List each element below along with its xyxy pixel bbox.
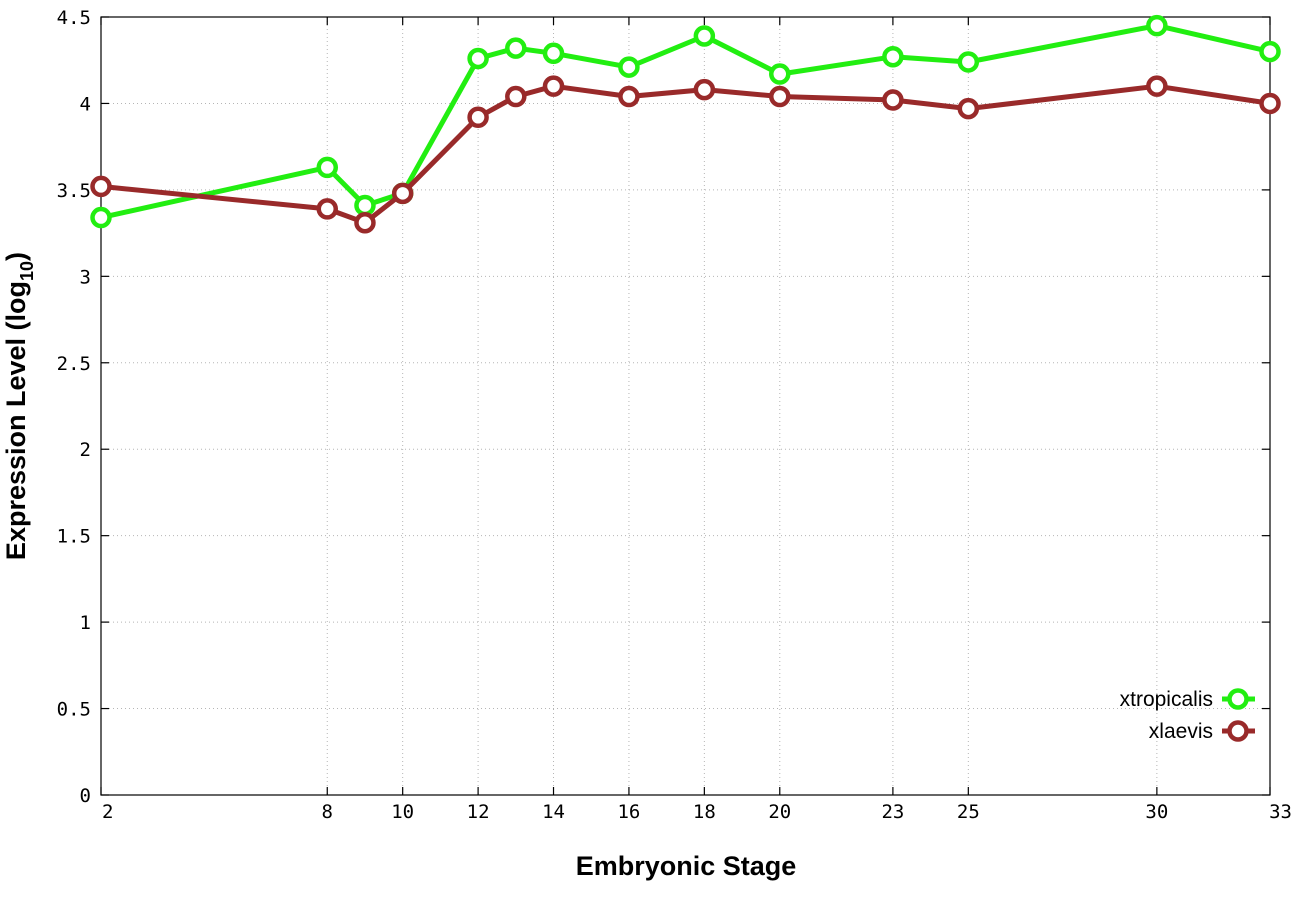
y-axis-title-main: Expression Level (log — [1, 281, 31, 560]
x-tick-label: 14 — [542, 801, 565, 823]
data-point-xlaevis — [1259, 92, 1281, 115]
y-tick-label: 2.5 — [57, 353, 91, 375]
x-tick-label: 10 — [391, 801, 414, 823]
data-point-xtropicalis — [542, 42, 565, 65]
grid-lines — [101, 17, 1270, 795]
x-tick-label: 12 — [467, 801, 490, 823]
data-point-xtropicalis — [882, 46, 904, 68]
data-point-xlaevis — [693, 78, 716, 101]
x-tick-label: 30 — [1145, 801, 1168, 823]
data-point-xtropicalis — [1259, 40, 1281, 63]
plot-frame — [100, 16, 1271, 796]
data-point-xlaevis — [882, 89, 904, 111]
y-axis-title: Expression Level (log10) — [1, 252, 37, 560]
data-point-xlaevis — [316, 198, 339, 220]
legend-marker-xtropicalis — [1227, 688, 1249, 710]
y-tick-label: 3 — [80, 266, 91, 288]
legend-label-xtropicalis: xtropicalis — [1120, 688, 1213, 711]
data-point-xtropicalis — [618, 56, 640, 78]
series-line-xlaevis — [100, 83, 1271, 226]
x-tick-label: 33 — [1269, 801, 1292, 823]
x-tick-label: 23 — [881, 801, 904, 823]
series-line-xtropicalis — [100, 23, 1271, 221]
data-point-xtropicalis — [467, 47, 489, 70]
data-point-xlaevis — [769, 85, 791, 108]
x-tick-label: 20 — [768, 801, 791, 823]
data-point-xlaevis — [542, 75, 565, 97]
series-xtropicalis — [90, 14, 1281, 229]
y-tick-label: 0 — [80, 785, 91, 807]
x-tick-label: 18 — [693, 801, 716, 823]
legend-label-xlaevis: xlaevis — [1149, 720, 1213, 743]
y-tick-label: 1.5 — [57, 526, 91, 548]
y-tick-label: 2 — [80, 439, 91, 461]
data-point-xtropicalis — [505, 37, 527, 59]
legend-marker-xlaevis — [1227, 720, 1249, 742]
data-point-xlaevis — [391, 182, 414, 205]
y-axis-title-close: ) — [1, 252, 31, 261]
data-point-xlaevis — [90, 175, 112, 198]
data-point-xlaevis — [467, 106, 489, 129]
data-point-xlaevis — [618, 85, 640, 108]
data-point-xlaevis — [354, 211, 376, 234]
data-point-xlaevis — [505, 85, 527, 108]
x-axis-title: Embryonic Stage — [576, 851, 797, 881]
series-xlaevis — [90, 75, 1281, 234]
data-point-xtropicalis — [957, 51, 980, 73]
y-tick-label: 4 — [80, 93, 91, 115]
y-axis-title-subscript: 10 — [17, 261, 37, 281]
y-tick-label: 0.5 — [57, 699, 91, 721]
axis-ticks: 0 0.5 1 1.5 2 2.5 3 3.5 4 4.5 2 8 10 12 14 16 18 20 23 25 30… — [57, 7, 1292, 823]
data-point-xtropicalis — [769, 63, 791, 85]
data-point-xtropicalis — [316, 156, 339, 179]
data-point-xtropicalis — [693, 25, 716, 47]
x-tick-label: 16 — [617, 801, 640, 823]
data-point-xlaevis — [957, 97, 980, 120]
data-point-xtropicalis — [90, 206, 112, 229]
series-layer — [90, 14, 1281, 234]
y-tick-label: 4.5 — [57, 7, 91, 29]
x-tick-label: 25 — [957, 801, 980, 823]
y-tick-label: 1 — [80, 612, 91, 634]
data-point-xtropicalis — [1146, 14, 1168, 37]
x-tick-label: 8 — [322, 801, 333, 823]
data-point-xtropicalis — [354, 194, 376, 217]
data-point-xlaevis — [1146, 75, 1168, 97]
legend: xtropicalis xlaevis — [1120, 688, 1255, 743]
y-tick-label: 3.5 — [57, 180, 91, 202]
x-tick-label: 2 — [102, 801, 113, 823]
